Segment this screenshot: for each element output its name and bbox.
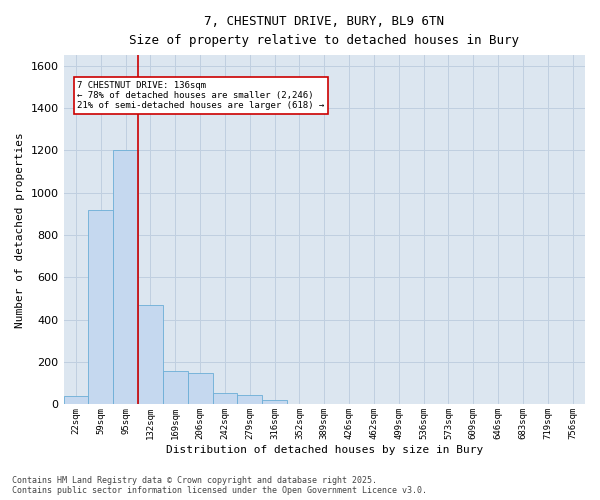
Text: 7 CHESTNUT DRIVE: 136sqm
← 78% of detached houses are smaller (2,246)
21% of sem: 7 CHESTNUT DRIVE: 136sqm ← 78% of detach… bbox=[77, 80, 325, 110]
Bar bbox=[262, 400, 287, 404]
Bar bbox=[238, 395, 262, 404]
Bar bbox=[64, 396, 88, 404]
Bar bbox=[188, 372, 212, 404]
X-axis label: Distribution of detached houses by size in Bury: Distribution of detached houses by size … bbox=[166, 445, 483, 455]
Bar bbox=[212, 393, 238, 404]
Title: 7, CHESTNUT DRIVE, BURY, BL9 6TN
Size of property relative to detached houses in: 7, CHESTNUT DRIVE, BURY, BL9 6TN Size of… bbox=[129, 15, 519, 47]
Text: Contains HM Land Registry data © Crown copyright and database right 2025.
Contai: Contains HM Land Registry data © Crown c… bbox=[12, 476, 427, 495]
Bar bbox=[138, 305, 163, 404]
Bar bbox=[88, 210, 113, 404]
Bar bbox=[113, 150, 138, 404]
Bar bbox=[163, 370, 188, 404]
Y-axis label: Number of detached properties: Number of detached properties bbox=[15, 132, 25, 328]
